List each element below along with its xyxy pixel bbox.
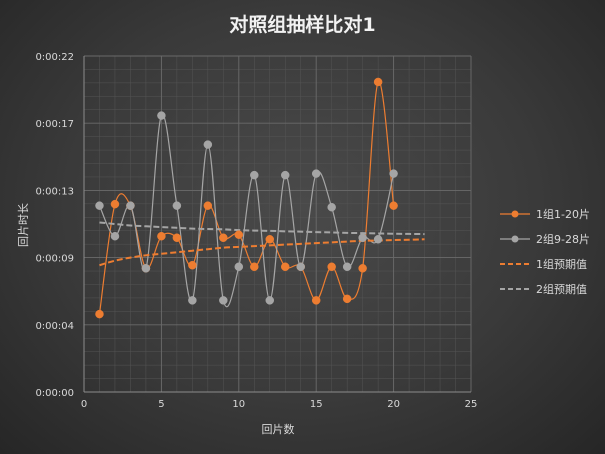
data-point-series-2 bbox=[389, 169, 398, 178]
data-point-series-1 bbox=[157, 231, 166, 241]
data-point-series-2 bbox=[250, 170, 259, 180]
data-point-series-2 bbox=[296, 262, 305, 272]
series-layer bbox=[95, 77, 425, 319]
data-point-series-2 bbox=[126, 201, 135, 210]
legend-swatch-series-1 bbox=[500, 210, 530, 218]
data-point-series-1 bbox=[188, 260, 197, 270]
y-tick-label: 0:00:13 bbox=[35, 186, 74, 197]
data-point-series-2 bbox=[141, 264, 151, 273]
x-tick-label: 0 bbox=[81, 399, 87, 410]
legend-swatch-series-2 bbox=[500, 235, 530, 243]
data-point-series-1 bbox=[203, 201, 213, 210]
legend-item-series-2: 2组9-28片 bbox=[498, 230, 590, 248]
axis-layer: 0 5 10 15 20 25 0:00:00 0:00:04 0:00:09 0:00:13 0:… bbox=[35, 52, 477, 410]
data-point-series-2 bbox=[157, 111, 166, 120]
data-point-series-1 bbox=[250, 262, 259, 272]
y-tick-label: 0:00:09 bbox=[35, 254, 74, 265]
x-tick-label: 25 bbox=[465, 399, 478, 410]
data-point-series-1 bbox=[219, 233, 228, 242]
data-point-series-1 bbox=[373, 77, 383, 87]
legend-item-series-3: 1组预期值 bbox=[498, 255, 590, 273]
data-point-series-2 bbox=[188, 296, 197, 305]
chart-title: 对照组抽样比对1 bbox=[229, 14, 376, 36]
data-point-series-2 bbox=[234, 262, 244, 272]
data-point-series-2 bbox=[358, 233, 367, 242]
legend-item-series-4: 2组预期值 bbox=[498, 280, 590, 298]
data-point-series-2 bbox=[342, 262, 352, 272]
data-point-series-2 bbox=[280, 170, 290, 180]
data-point-series-1 bbox=[172, 233, 182, 242]
data-point-series-1 bbox=[95, 309, 104, 319]
data-point-series-2 bbox=[203, 140, 213, 149]
data-point-series-1 bbox=[342, 294, 352, 304]
legend-label-series-2: 2组9-28片 bbox=[536, 233, 590, 246]
legend-swatch-series-4 bbox=[500, 288, 530, 290]
x-axis-title: 回片数 bbox=[262, 423, 295, 436]
y-tick-label: 0:00:22 bbox=[35, 52, 74, 63]
data-point-series-1 bbox=[280, 262, 290, 272]
series-line-4 bbox=[99, 221, 425, 236]
x-tick-label: 5 bbox=[158, 399, 164, 410]
legend-item-series-1: 1组1-20片 bbox=[498, 205, 590, 223]
data-point-series-1 bbox=[311, 296, 321, 305]
data-point-series-2 bbox=[219, 296, 228, 305]
data-point-series-1 bbox=[265, 235, 275, 244]
data-point-series-2 bbox=[373, 235, 383, 244]
data-point-series-2 bbox=[110, 231, 120, 241]
data-point-series-2 bbox=[265, 296, 275, 305]
x-tick-label: 10 bbox=[232, 399, 245, 410]
series-line-3 bbox=[99, 238, 425, 267]
x-tick-label: 15 bbox=[310, 399, 323, 410]
legend-label-series-3: 1组预期值 bbox=[536, 258, 587, 271]
data-point-series-1 bbox=[358, 264, 367, 273]
y-axis-title: 回片时长 bbox=[17, 203, 30, 247]
data-point-series-1 bbox=[110, 199, 120, 209]
legend: 1组1-20片 2组9-28片 1组预期值 2组预期值 bbox=[498, 205, 590, 305]
data-point-series-1 bbox=[234, 230, 244, 239]
grid-layer bbox=[83, 55, 472, 393]
data-point-series-2 bbox=[172, 201, 182, 210]
series-line-2 bbox=[98, 114, 395, 308]
y-tick-label: 0:00:04 bbox=[35, 321, 74, 332]
y-tick-label: 0:00:17 bbox=[35, 119, 74, 130]
data-point-series-2 bbox=[95, 201, 104, 210]
legend-label-series-1: 1组1-20片 bbox=[536, 208, 590, 221]
x-tick-label: 20 bbox=[387, 399, 400, 410]
data-point-series-2 bbox=[327, 202, 336, 212]
legend-swatch-series-3 bbox=[500, 263, 530, 265]
data-point-series-1 bbox=[389, 201, 398, 210]
data-point-series-2 bbox=[311, 169, 321, 178]
series-line-1 bbox=[98, 81, 395, 315]
data-point-series-1 bbox=[327, 262, 336, 272]
y-tick-label: 0:00:00 bbox=[35, 388, 74, 399]
legend-label-series-4: 2组预期值 bbox=[536, 283, 587, 296]
